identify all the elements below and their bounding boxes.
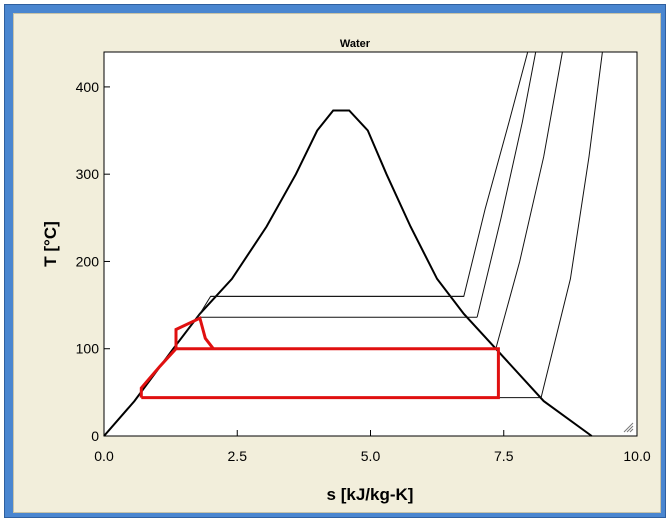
x-tick-label: 5.0 <box>361 448 381 464</box>
series-isobar-superheated-4 <box>186 51 529 332</box>
series-isobar-superheated-7 <box>540 51 603 398</box>
x-axis-label: s [kJ/kg-K] <box>327 485 414 504</box>
x-tick-label: 10.0 <box>623 448 650 464</box>
y-tick-label: 400 <box>76 79 100 95</box>
y-tick-label: 300 <box>76 166 100 182</box>
y-tick-label: 0 <box>91 428 99 444</box>
series-layer <box>103 51 603 437</box>
series-annotation-cycle-9 <box>174 316 215 350</box>
y-axis-label: T [°C] <box>41 221 60 267</box>
chart-title: Water <box>340 38 371 50</box>
series-isobar-superheated-5 <box>476 51 537 318</box>
y-tick-label: 100 <box>76 341 100 357</box>
plot-area <box>103 51 638 437</box>
y-tick-label: 200 <box>76 253 100 269</box>
x-tick-label: 7.5 <box>494 448 514 464</box>
resize-grip-icon[interactable] <box>623 422 634 433</box>
x-tick-label: 0.0 <box>94 448 114 464</box>
series-isobar-superheated-6 <box>495 51 563 349</box>
x-tick-label: 2.5 <box>228 448 248 464</box>
axis-layer: 0.0 2.5 5.0 7.5 10.0 0 100 200 300 400 <box>76 79 651 464</box>
